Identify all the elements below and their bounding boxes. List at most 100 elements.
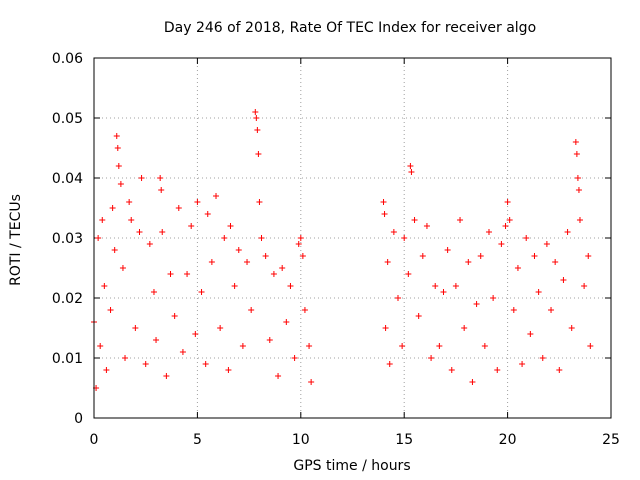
data-point (192, 331, 199, 337)
data-point (114, 145, 121, 151)
data-point (157, 175, 164, 181)
data-point (136, 229, 143, 235)
data-point (382, 325, 389, 331)
data-point (386, 361, 393, 367)
data-point (572, 139, 579, 145)
data-point (227, 223, 234, 229)
data-point (539, 355, 546, 361)
chart-title: Day 246 of 2018, Rate Of TEC Index for r… (164, 20, 536, 36)
data-point (97, 343, 104, 349)
data-point (498, 241, 505, 247)
data-point (543, 241, 550, 247)
data-point (188, 223, 195, 229)
data-point (401, 235, 408, 241)
data-point (159, 229, 166, 235)
data-point (283, 319, 290, 325)
data-point (523, 235, 530, 241)
data-point (527, 331, 534, 337)
data-point (490, 295, 497, 301)
x-tick-label: 25 (602, 432, 620, 448)
data-point (252, 109, 259, 115)
data-point (381, 211, 388, 217)
data-point (568, 325, 575, 331)
data-point (255, 151, 262, 157)
data-point (574, 175, 581, 181)
data-point (225, 367, 232, 373)
x-tick-label: 0 (90, 432, 99, 448)
y-axis-label: ROTI / TECUs (8, 194, 24, 286)
data-point (150, 289, 157, 295)
data-point (411, 217, 418, 223)
data-point (415, 313, 422, 319)
data-point (419, 253, 426, 259)
data-point (171, 313, 178, 319)
data-point (117, 181, 124, 187)
data-point (444, 247, 451, 253)
y-tick-label: 0.01 (52, 351, 83, 367)
data-point (306, 343, 313, 349)
data-point (262, 253, 269, 259)
data-point (436, 343, 443, 349)
plot-frame (93, 57, 612, 419)
x-tick-label: 20 (499, 432, 517, 448)
data-point (481, 343, 488, 349)
data-points (91, 109, 594, 391)
data-point (585, 253, 592, 259)
data-point (485, 229, 492, 235)
data-point (208, 259, 215, 265)
data-point (405, 271, 412, 277)
data-point (428, 355, 435, 361)
data-point (109, 205, 116, 211)
data-point (107, 307, 114, 313)
axis-ticks: 0 5 10 15 20 25 0 0.01 0.02 0.03 0.04 0.05 0.06 (52, 51, 620, 448)
data-point (111, 247, 118, 253)
data-point (469, 379, 476, 385)
data-point (560, 277, 567, 283)
data-point (448, 367, 455, 373)
data-point (423, 223, 430, 229)
data-point (457, 217, 464, 223)
y-tick-label: 0.06 (52, 51, 83, 67)
data-point (175, 205, 182, 211)
data-point (576, 217, 583, 223)
data-point (408, 169, 415, 175)
data-point (291, 355, 298, 361)
data-point (115, 163, 122, 169)
data-point (101, 283, 108, 289)
data-point (506, 217, 513, 223)
data-point (231, 283, 238, 289)
data-point (581, 283, 588, 289)
data-point (275, 373, 282, 379)
data-point (299, 253, 306, 259)
data-point (235, 247, 242, 253)
data-point (452, 283, 459, 289)
data-point (244, 259, 251, 265)
data-point (465, 259, 472, 265)
data-point (440, 289, 447, 295)
data-point (407, 163, 414, 169)
y-tick-label: 0.05 (52, 111, 83, 127)
data-point (535, 289, 542, 295)
data-point (473, 301, 480, 307)
data-point (556, 367, 563, 373)
data-point (552, 259, 559, 265)
data-point (253, 115, 260, 121)
data-point (399, 343, 406, 349)
data-point (163, 373, 170, 379)
data-point (239, 343, 246, 349)
data-point (564, 229, 571, 235)
data-point (432, 283, 439, 289)
data-point (128, 217, 135, 223)
data-point (122, 355, 129, 361)
y-tick-label: 0.03 (52, 231, 83, 247)
data-point (575, 187, 582, 193)
y-tick-label: 0.02 (52, 291, 83, 307)
data-point (266, 337, 273, 343)
data-point (132, 325, 139, 331)
data-point (146, 241, 153, 247)
data-point (204, 211, 211, 217)
data-point (113, 133, 120, 139)
data-point (494, 367, 501, 373)
x-tick-label: 10 (292, 432, 310, 448)
